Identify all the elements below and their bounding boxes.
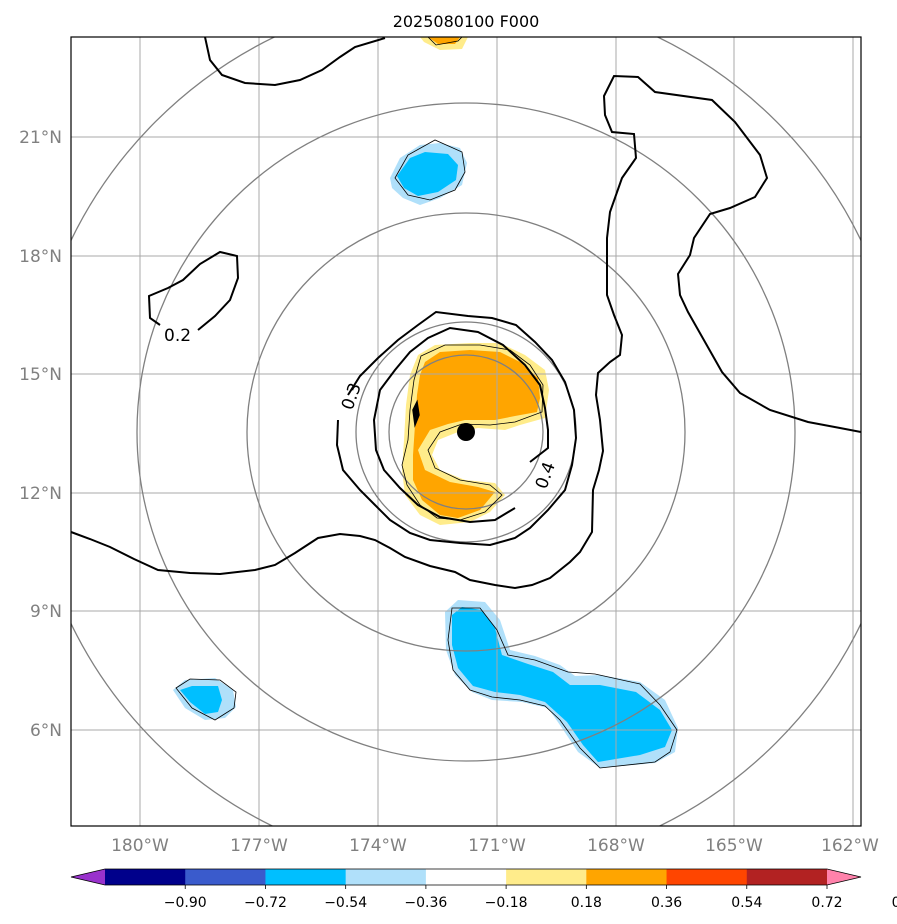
negative-anomaly-southeast-core	[452, 607, 672, 762]
colorbar-swatch	[586, 869, 668, 885]
lon-tick-label: 165°W	[705, 836, 763, 856]
colorbar: −0.90 −0.72 −0.54 −0.36 −0.18 0.18 0.36 0.54 0.7…	[70, 868, 897, 911]
colorbar-swatch	[105, 869, 186, 885]
latitude-labels: 21°N 18°N 15°N 12°N 9°N 6°N	[19, 128, 62, 741]
shaded-fields	[173, 37, 678, 768]
longitude-labels: 180°W 177°W 174°W 171°W 168°W 165°W 162°…	[111, 836, 879, 856]
colorbar-tick-label: 0.36	[651, 895, 682, 911]
colorbar-tick-label: 0.90	[892, 895, 897, 911]
colorbar-swatch	[746, 869, 828, 885]
negative-anomaly-southwest-core	[180, 686, 222, 714]
lon-tick-label: 162°W	[821, 836, 879, 856]
colorbar-swatch	[506, 869, 587, 885]
colorbar-swatch	[425, 869, 507, 885]
colorbar-tick-label: −0.90	[164, 895, 207, 911]
colorbar-outline	[70, 868, 862, 886]
colorbar-tick-label: 0.72	[811, 895, 842, 911]
colorbar-swatch	[265, 869, 347, 885]
colorbar-swatch	[185, 869, 266, 885]
lat-tick-label: 6°N	[30, 721, 62, 741]
colorbar-extend-low	[71, 869, 105, 885]
map-panel: 0.2 0.3 0.4	[70, 36, 862, 827]
lat-tick-label: 12°N	[19, 484, 62, 504]
colorbar-extend-high	[827, 869, 861, 885]
lon-tick-label: 168°W	[587, 836, 645, 856]
lon-tick-label: 174°W	[349, 836, 407, 856]
negative-anomaly-north-core	[397, 152, 458, 196]
contour-0.2-northwest	[147, 250, 240, 331]
contour-0.4	[372, 326, 549, 524]
lon-tick-label: 171°W	[468, 836, 526, 856]
lat-tick-label: 15°N	[19, 365, 62, 385]
contour-label-0.2: 0.2	[164, 326, 191, 346]
colorbar-tick-label: −0.36	[404, 895, 447, 911]
lat-tick-label: 18°N	[19, 247, 62, 267]
thin-contours	[175, 37, 678, 769]
map-title: 2025080100 F000	[393, 12, 540, 31]
gridlines	[71, 37, 861, 826]
lon-tick-label: 177°W	[230, 836, 288, 856]
contour-0.2-main	[71, 74, 861, 590]
positive-anomaly-storm-core	[413, 350, 540, 518]
lat-tick-label: 21°N	[19, 128, 62, 148]
storm-center-marker	[457, 423, 475, 441]
colorbar-tick-label: 0.54	[731, 895, 762, 911]
thick-contours	[71, 37, 861, 590]
colorbar-tick-label: −0.18	[485, 895, 528, 911]
colorbar-swatch	[345, 869, 427, 885]
colorbar-tick-label: 0.18	[571, 895, 602, 911]
colorbar-swatch	[666, 869, 748, 885]
colorbar-tick-label: −0.54	[324, 895, 367, 911]
lat-tick-label: 9°N	[30, 602, 62, 622]
colorbar-tick-label: −0.72	[244, 895, 287, 911]
map-frame	[70, 36, 862, 827]
contour-0.3	[335, 310, 578, 547]
lon-tick-label: 180°W	[111, 836, 169, 856]
contour-top-left	[204, 37, 386, 87]
